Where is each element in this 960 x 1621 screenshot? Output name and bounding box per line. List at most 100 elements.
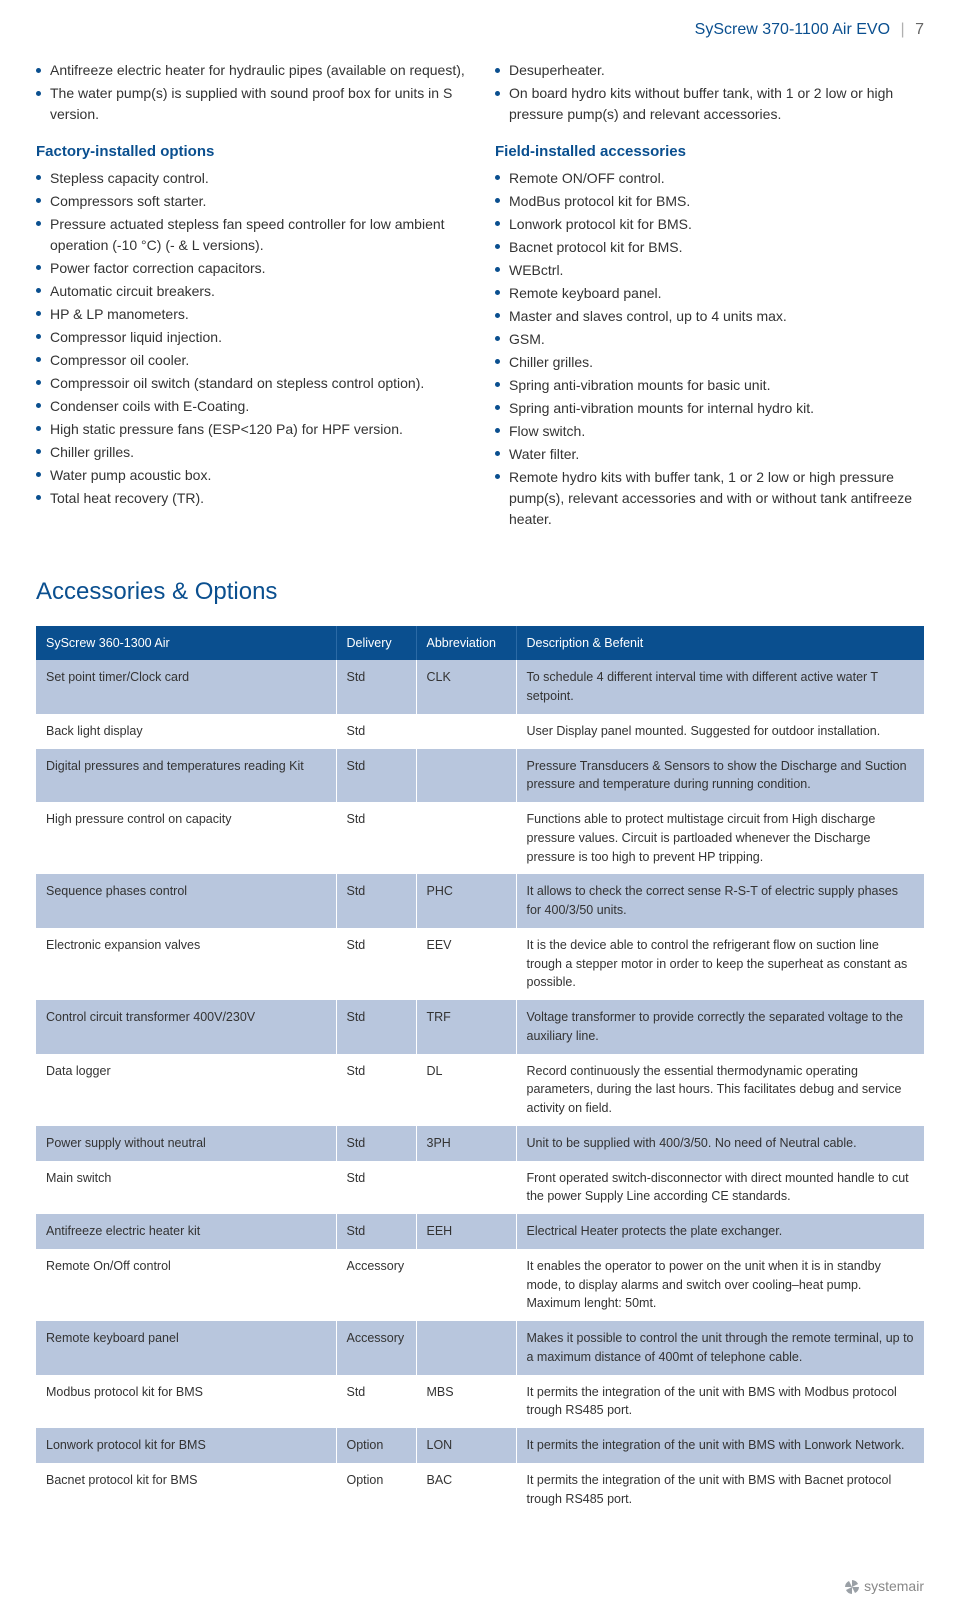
table-row: Data loggerStdDLRecord continuously the … bbox=[36, 1054, 924, 1126]
list-item: Total heat recovery (TR). bbox=[36, 488, 465, 509]
table-cell: Control circuit transformer 400V/230V bbox=[36, 1000, 336, 1054]
table-cell: 3PH bbox=[416, 1126, 516, 1161]
table-cell: Std bbox=[336, 1375, 416, 1429]
table-cell: Record continuously the essential thermo… bbox=[516, 1054, 924, 1126]
list-item: Lonwork protocol kit for BMS. bbox=[495, 214, 924, 235]
table-row: High pressure control on capacityStdFunc… bbox=[36, 802, 924, 874]
list-item: Water filter. bbox=[495, 444, 924, 465]
list-item: Master and slaves control, up to 4 units… bbox=[495, 306, 924, 327]
table-header-desc: Description & Befenit bbox=[516, 626, 924, 661]
table-cell: Std bbox=[336, 714, 416, 749]
table-cell: Accessory bbox=[336, 1249, 416, 1321]
right-intro-list: Desuperheater.On board hydro kits withou… bbox=[495, 60, 924, 125]
table-cell: LON bbox=[416, 1428, 516, 1463]
list-item: Remote ON/OFF control. bbox=[495, 168, 924, 189]
table-cell: Main switch bbox=[36, 1161, 336, 1215]
table-cell bbox=[416, 1161, 516, 1215]
list-item: Spring anti-vibration mounts for interna… bbox=[495, 398, 924, 419]
table-row: Electronic expansion valvesStdEEVIt is t… bbox=[36, 928, 924, 1000]
table-cell: Voltage transformer to provide correctly… bbox=[516, 1000, 924, 1054]
field-accessories-title: Field-installed accessories bbox=[495, 141, 924, 164]
table-cell: Std bbox=[336, 1000, 416, 1054]
page-footer: systemair bbox=[0, 1556, 960, 1621]
header-divider: | bbox=[900, 21, 904, 38]
list-item: Compressors soft starter. bbox=[36, 191, 465, 212]
list-item: Desuperheater. bbox=[495, 60, 924, 81]
list-item: Spring anti-vibration mounts for basic u… bbox=[495, 375, 924, 396]
table-cell: Accessory bbox=[336, 1321, 416, 1375]
table-cell: Data logger bbox=[36, 1054, 336, 1126]
table-cell: Std bbox=[336, 660, 416, 714]
table-cell: Bacnet protocol kit for BMS bbox=[36, 1463, 336, 1517]
table-row: Power supply without neutralStd3PHUnit t… bbox=[36, 1126, 924, 1161]
table-cell: To schedule 4 different interval time wi… bbox=[516, 660, 924, 714]
table-cell: Remote keyboard panel bbox=[36, 1321, 336, 1375]
table-cell: It permits the integration of the unit w… bbox=[516, 1375, 924, 1429]
table-cell: Digital pressures and temperatures readi… bbox=[36, 749, 336, 803]
table-row: Set point timer/Clock cardStdCLKTo sched… bbox=[36, 660, 924, 714]
table-cell: Pressure Transducers & Sensors to show t… bbox=[516, 749, 924, 803]
table-cell: Sequence phases control bbox=[36, 874, 336, 928]
table-cell: Set point timer/Clock card bbox=[36, 660, 336, 714]
list-item: Pressure actuated stepless fan speed con… bbox=[36, 214, 465, 256]
list-item: Power factor correction capacitors. bbox=[36, 258, 465, 279]
table-cell: It permits the integration of the unit w… bbox=[516, 1463, 924, 1517]
table-row: Back light displayStdUser Display panel … bbox=[36, 714, 924, 749]
table-cell: Std bbox=[336, 1214, 416, 1249]
list-item: Condenser coils with E-Coating. bbox=[36, 396, 465, 417]
list-item: Water pump acoustic box. bbox=[36, 465, 465, 486]
table-cell bbox=[416, 1321, 516, 1375]
table-row: Main switchStdFront operated switch-disc… bbox=[36, 1161, 924, 1215]
table-cell: Makes it possible to control the unit th… bbox=[516, 1321, 924, 1375]
table-row: Antifreeze electric heater kitStdEEHElec… bbox=[36, 1214, 924, 1249]
table-cell: Lonwork protocol kit for BMS bbox=[36, 1428, 336, 1463]
list-item: Remote keyboard panel. bbox=[495, 283, 924, 304]
list-item: ModBus protocol kit for BMS. bbox=[495, 191, 924, 212]
table-header-abbr: Abbreviation bbox=[416, 626, 516, 661]
list-item: Bacnet protocol kit for BMS. bbox=[495, 237, 924, 258]
list-item: Compressor liquid injection. bbox=[36, 327, 465, 348]
product-name: SyScrew 370-1100 Air EVO bbox=[695, 21, 890, 38]
page-number: 7 bbox=[915, 21, 924, 38]
list-item: Chiller grilles. bbox=[36, 442, 465, 463]
table-header-delivery: Delivery bbox=[336, 626, 416, 661]
factory-options-list: Stepless capacity control.Compressors so… bbox=[36, 168, 465, 509]
table-cell bbox=[416, 749, 516, 803]
table-cell: Std bbox=[336, 1126, 416, 1161]
table-cell: Std bbox=[336, 928, 416, 1000]
table-cell: High pressure control on capacity bbox=[36, 802, 336, 874]
list-item: Automatic circuit breakers. bbox=[36, 281, 465, 302]
list-item: The water pump(s) is supplied with sound… bbox=[36, 83, 465, 125]
table-cell: User Display panel mounted. Suggested fo… bbox=[516, 714, 924, 749]
table-row: Control circuit transformer 400V/230VStd… bbox=[36, 1000, 924, 1054]
list-item: Compressor oil cooler. bbox=[36, 350, 465, 371]
table-cell: Option bbox=[336, 1428, 416, 1463]
table-cell: Option bbox=[336, 1463, 416, 1517]
list-item: Antifreeze electric heater for hydraulic… bbox=[36, 60, 465, 81]
list-item: Flow switch. bbox=[495, 421, 924, 442]
table-row: Remote keyboard panelAccessory Makes it p… bbox=[36, 1321, 924, 1375]
list-item: Compressoir oil switch (standard on step… bbox=[36, 373, 465, 394]
list-item: GSM. bbox=[495, 329, 924, 350]
left-intro-list: Antifreeze electric heater for hydraulic… bbox=[36, 60, 465, 125]
brand-logo: systemair bbox=[844, 1576, 924, 1597]
table-cell: Unit to be supplied with 400/3/50. No ne… bbox=[516, 1126, 924, 1161]
table-cell: It allows to check the correct sense R-S… bbox=[516, 874, 924, 928]
table-cell: Remote On/Off control bbox=[36, 1249, 336, 1321]
table-cell: Functions able to protect multistage cir… bbox=[516, 802, 924, 874]
table-header-row: SyScrew 360-1300 Air Delivery Abbreviati… bbox=[36, 626, 924, 661]
right-column: Desuperheater.On board hydro kits withou… bbox=[495, 60, 924, 546]
table-cell: Front operated switch-disconnector with … bbox=[516, 1161, 924, 1215]
content-columns: Antifreeze electric heater for hydraulic… bbox=[36, 60, 924, 546]
table-cell: MBS bbox=[416, 1375, 516, 1429]
table-cell bbox=[416, 1249, 516, 1321]
brand-name: systemair bbox=[864, 1576, 924, 1597]
table-cell: CLK bbox=[416, 660, 516, 714]
table-cell: BAC bbox=[416, 1463, 516, 1517]
table-header-name: SyScrew 360-1300 Air bbox=[36, 626, 336, 661]
table-cell: DL bbox=[416, 1054, 516, 1126]
table-cell: Std bbox=[336, 749, 416, 803]
list-item: Remote hydro kits with buffer tank, 1 or… bbox=[495, 467, 924, 530]
table-cell: It permits the integration of the unit w… bbox=[516, 1428, 924, 1463]
accessories-table: SyScrew 360-1300 Air Delivery Abbreviati… bbox=[36, 626, 924, 1517]
